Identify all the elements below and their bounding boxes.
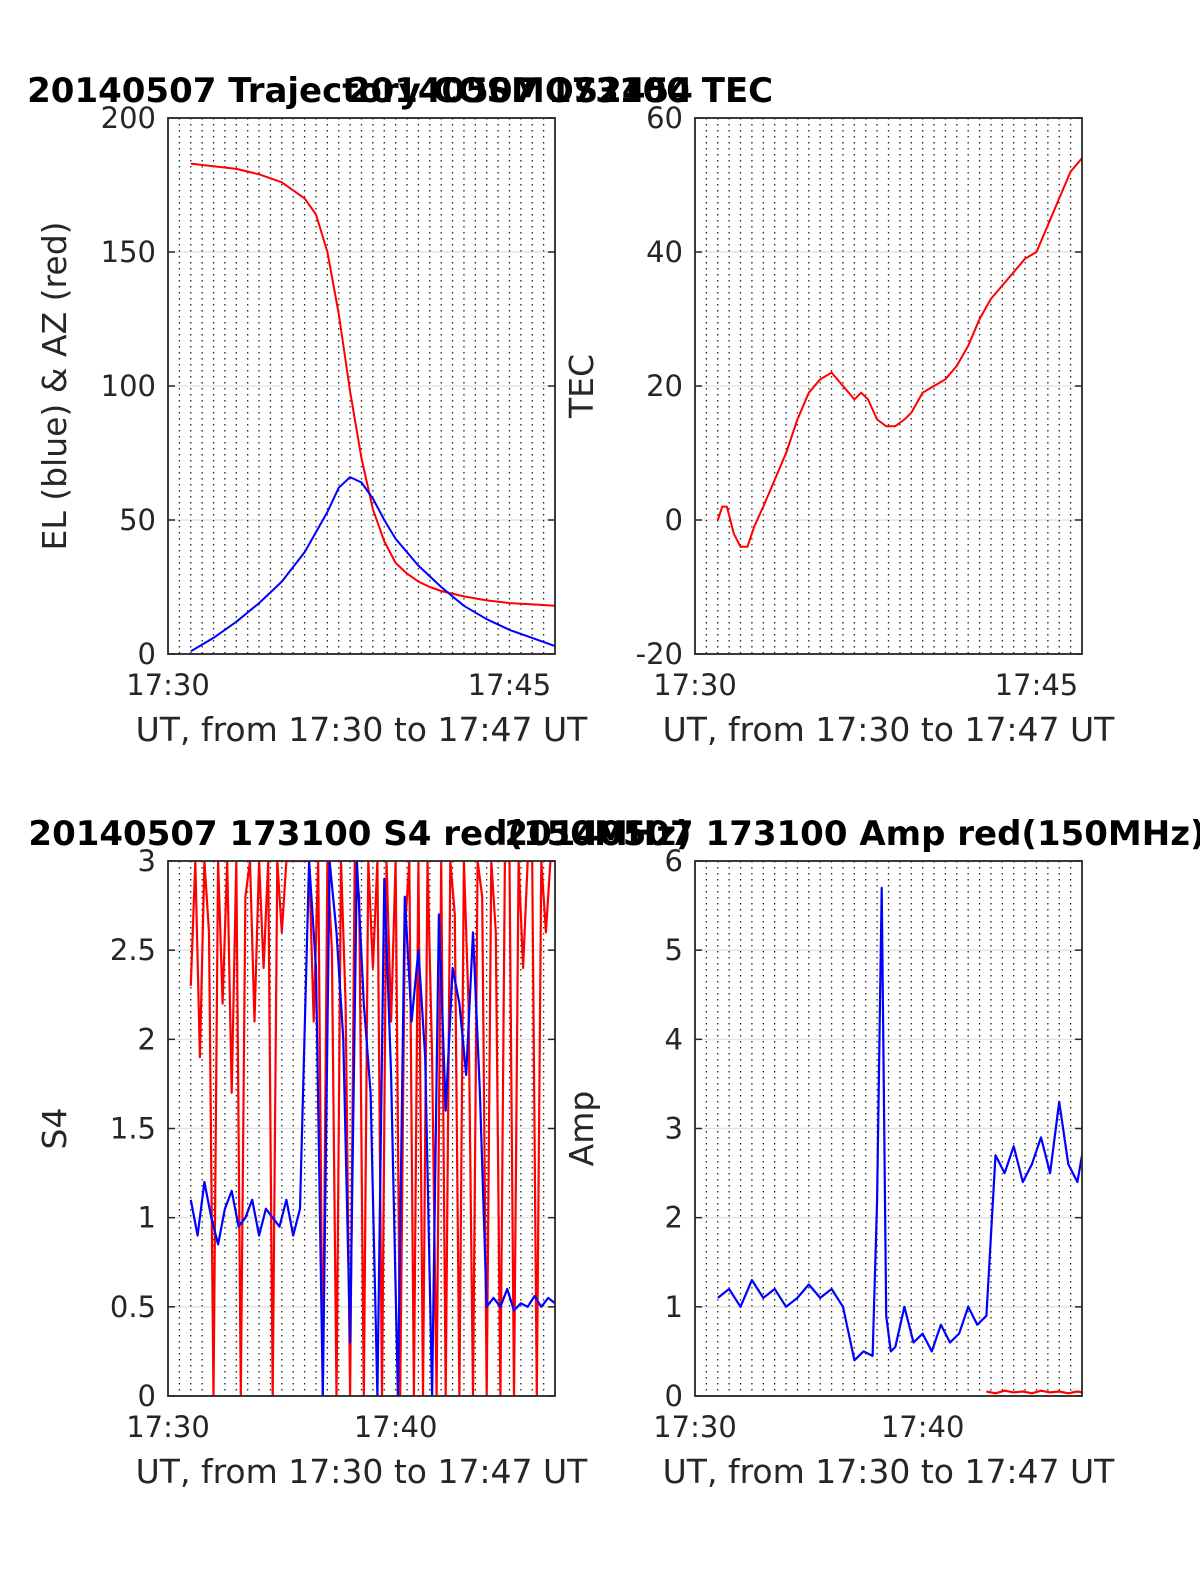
x-tick-label: 17:45	[995, 668, 1079, 702]
y-tick-label: 0	[138, 637, 156, 671]
y-tick-label: 1.5	[110, 1112, 156, 1146]
chart-title: 20140507 173100 Amp red(150MHz)	[504, 814, 1200, 854]
chart-title: 20140507 173100 TEC	[347, 71, 773, 111]
y-tick-label: 0	[665, 503, 683, 537]
y-tick-label: 2	[138, 1022, 156, 1056]
y-tick-label: 3	[665, 1112, 683, 1146]
y-tick-label: 0	[665, 1379, 683, 1413]
x-axis-label: UT, from 17:30 to 17:47 UT	[136, 1452, 589, 1491]
y-tick-label: 4	[665, 1022, 683, 1056]
y-tick-label: -20	[636, 637, 683, 671]
x-tick-label: 17:30	[653, 668, 737, 702]
series-line-az	[190, 162, 555, 607]
y-axis-label: EL (blue) & AZ (red)	[35, 221, 74, 550]
series-line-amp-red	[986, 1389, 1082, 1395]
y-tick-label: 40	[646, 235, 683, 269]
y-tick-label: 1	[665, 1290, 683, 1324]
y-tick-label: 2.5	[110, 933, 156, 967]
x-tick-label: 17:40	[881, 1410, 965, 1444]
y-tick-label: 6	[665, 844, 683, 878]
y-tick-label: 1	[138, 1201, 156, 1235]
y-tick-label: 0.5	[110, 1290, 156, 1324]
y-tick-label: 150	[101, 235, 156, 269]
y-tick-label: 200	[101, 101, 156, 135]
x-axis-label: UT, from 17:30 to 17:47 UT	[663, 710, 1116, 749]
x-tick-label: 17:45	[468, 668, 552, 702]
chart-title: 20140507 173100 S4 red(150MHz)	[28, 814, 691, 854]
y-tick-label: 20	[646, 369, 683, 403]
y-axis-label: S4	[35, 1108, 74, 1150]
x-tick-label: 17:40	[354, 1410, 438, 1444]
y-tick-label: 100	[101, 369, 156, 403]
x-tick-label: 17:30	[126, 668, 210, 702]
y-tick-label: 5	[665, 933, 683, 967]
y-tick-label: 2	[665, 1201, 683, 1235]
x-axis-label: UT, from 17:30 to 17:47 UT	[663, 1452, 1116, 1491]
series-line-el	[190, 476, 555, 653]
y-axis-label: TEC	[562, 354, 601, 419]
tec-chart: -20 0 20 40 60 17:30 17:45 20140507 173100 TEC U…	[347, 71, 1115, 749]
y-tick-label: 0	[138, 1379, 156, 1413]
chart-title: 20140507 Trajectory COSMOS2454	[27, 71, 693, 111]
y-tick-label: 60	[646, 101, 683, 135]
x-axis-label: UT, from 17:30 to 17:47 UT	[136, 710, 589, 749]
y-tick-label: 50	[119, 503, 156, 537]
y-axis-label: Amp	[562, 1091, 601, 1167]
series-line-s4-red	[189, 861, 555, 1396]
series-line-tec	[716, 157, 1082, 548]
s4-chart: 0 0.5 1 1.5 2 2.5 3 17:30 17:40 20140507 173100 S…	[28, 814, 691, 1491]
amp-chart: 0 1 2 3 4 5 6 17:30 17:40 20140507 173100 Amp red…	[504, 814, 1200, 1491]
x-tick-label: 17:30	[653, 1410, 737, 1444]
series-line-amp-blue	[717, 886, 1082, 1362]
series-line-s4-blue	[189, 861, 555, 1396]
y-tick-label: 3	[138, 844, 156, 878]
x-tick-label: 17:30	[126, 1410, 210, 1444]
